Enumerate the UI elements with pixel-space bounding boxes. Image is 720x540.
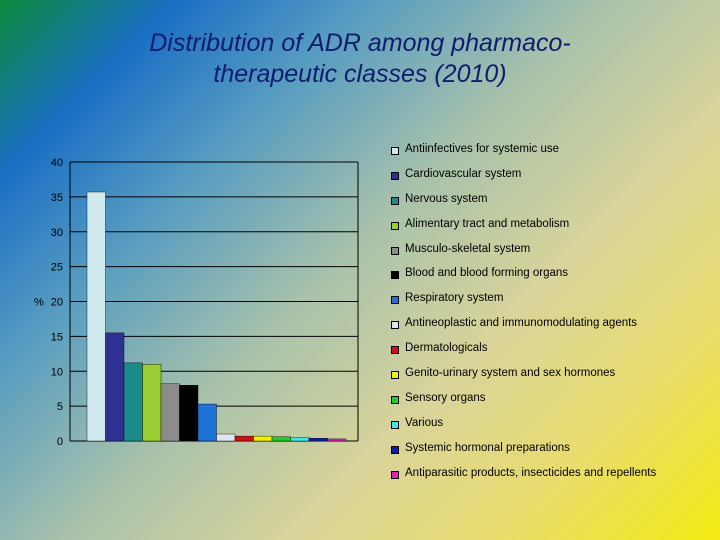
legend-label: Dermatologicals [405,342,488,355]
legend-item: Cardiovascular system [390,168,710,193]
y-tick-label: 10 [51,366,63,378]
bar [179,385,199,442]
legend-swatch [391,196,399,205]
y-tick-label: 30 [51,227,63,239]
legend-swatch [391,246,399,255]
bar [216,433,236,442]
legend-swatch [391,371,399,380]
legend-label: Respiratory system [405,292,504,305]
legend-swatch [391,445,399,454]
legend-swatch [391,271,399,280]
bar [142,364,162,442]
y-tick-label: 25 [51,262,63,274]
legend-label: Antineoplastic and immunomodulating agen… [405,317,638,330]
legend-item: Antineoplastic and immunomodulating agen… [390,317,710,342]
legend-label: Systemic hormonal preparations [405,441,570,454]
legend-label: Musculo-skeletal system [405,242,531,255]
y-tick-label: 20 [51,297,63,309]
bar [308,438,328,442]
legend-item: Sensory organs [390,392,710,417]
y-tick-label: 35 [51,192,63,204]
bar [86,191,106,442]
chart-legend: Antiinfectives for systemic use Cardiovas… [390,143,710,491]
bar [234,435,254,442]
legend-label: Genito-urinary system and sex hormones [405,367,616,380]
y-tick-label: 5 [57,401,63,413]
legend-item: Genito-urinary system and sex hormones [390,367,710,392]
legend-swatch [391,470,399,479]
legend-swatch [391,171,399,180]
legend-label: Sensory organs [405,391,486,404]
legend-item: Systemic hormonal preparations [390,442,710,467]
y-tick-label: 0 [57,436,63,448]
bar [160,383,180,442]
legend-item: Antiinfectives for systemic use [390,143,710,168]
bar [123,362,143,442]
legend-label: Antiinfectives for systemic use [405,143,560,155]
legend-swatch [391,346,399,355]
chart-title-line-2: therapeutic classes (2010) [213,60,507,88]
legend-label: Nervous system [405,192,488,205]
y-axis-label: % [34,297,44,309]
legend-swatch [391,395,399,404]
legend-item: Alimentary tract and metabolism [390,218,710,243]
legend-swatch [391,296,399,305]
bar [271,436,291,442]
legend-swatch [391,321,399,330]
legend-item: Blood and blood forming organs [390,267,710,292]
bar [253,435,273,442]
bar [105,332,125,442]
legend-item: Various [390,417,710,442]
legend-item: Nervous system [390,193,710,218]
legend-label: Various [405,416,444,429]
chart-title: Distribution of ADR among pharmaco- ther… [0,28,720,90]
legend-swatch [391,147,399,155]
y-tick-label: 15 [51,331,63,343]
legend-label: Blood and blood forming organs [405,267,569,280]
legend-swatch [391,420,399,429]
legend-item: Musculo-skeletal system [390,243,710,268]
chart-title-line-1: Distribution of ADR among pharmaco- [149,29,571,57]
legend-label: Cardiovascular system [405,167,522,180]
bar [327,438,347,442]
legend-item: Respiratory system [390,292,710,317]
legend-item: Dermatologicals [390,342,710,367]
legend-item: Antiparasitic products, insecticides and… [390,467,710,492]
legend-label: Antiparasitic products, insecticides and… [405,466,657,479]
legend-label: Alimentary tract and metabolism [405,217,570,230]
y-tick-label: 40 [51,157,63,169]
legend-swatch [391,221,399,230]
bar [197,403,217,442]
bar [290,437,310,442]
